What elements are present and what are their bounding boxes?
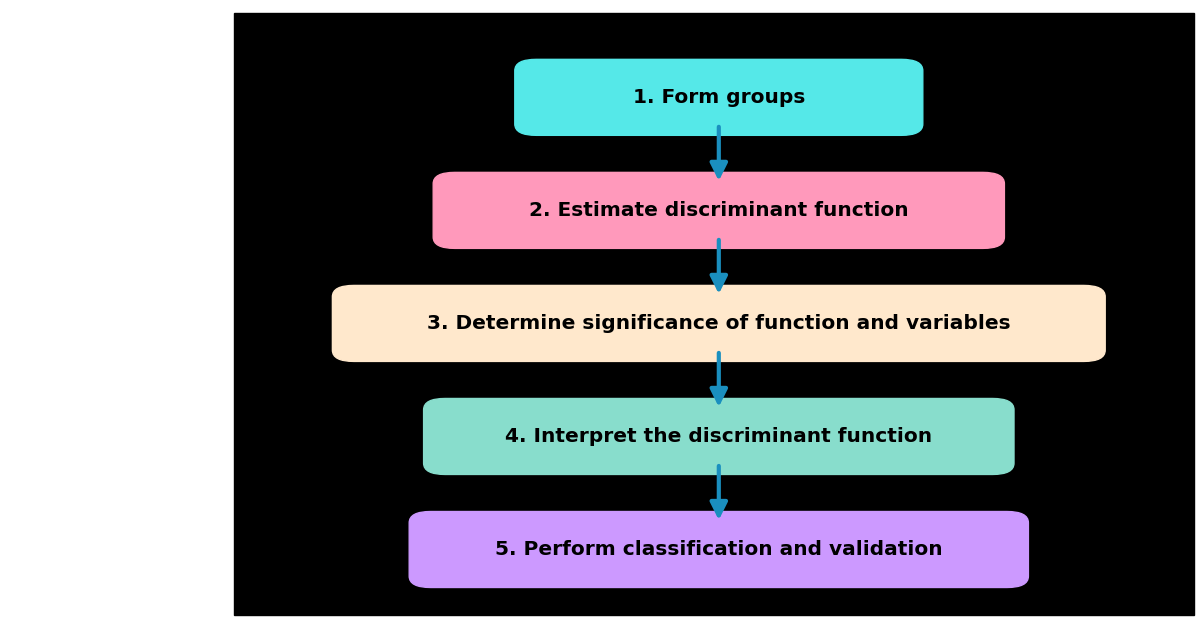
FancyBboxPatch shape xyxy=(332,285,1105,361)
FancyBboxPatch shape xyxy=(409,511,1028,588)
Text: 2. Estimate discriminant function: 2. Estimate discriminant function xyxy=(529,201,908,220)
FancyBboxPatch shape xyxy=(515,59,923,135)
FancyBboxPatch shape xyxy=(234,13,1194,615)
Text: 5. Perform classification and validation: 5. Perform classification and validation xyxy=(494,540,943,559)
Text: 4. Interpret the discriminant function: 4. Interpret the discriminant function xyxy=(505,427,932,446)
Text: 3. Determine significance of function and variables: 3. Determine significance of function an… xyxy=(427,314,1010,333)
FancyBboxPatch shape xyxy=(424,398,1014,475)
FancyBboxPatch shape xyxy=(433,172,1004,248)
Text: 1. Form groups: 1. Form groups xyxy=(632,88,805,107)
